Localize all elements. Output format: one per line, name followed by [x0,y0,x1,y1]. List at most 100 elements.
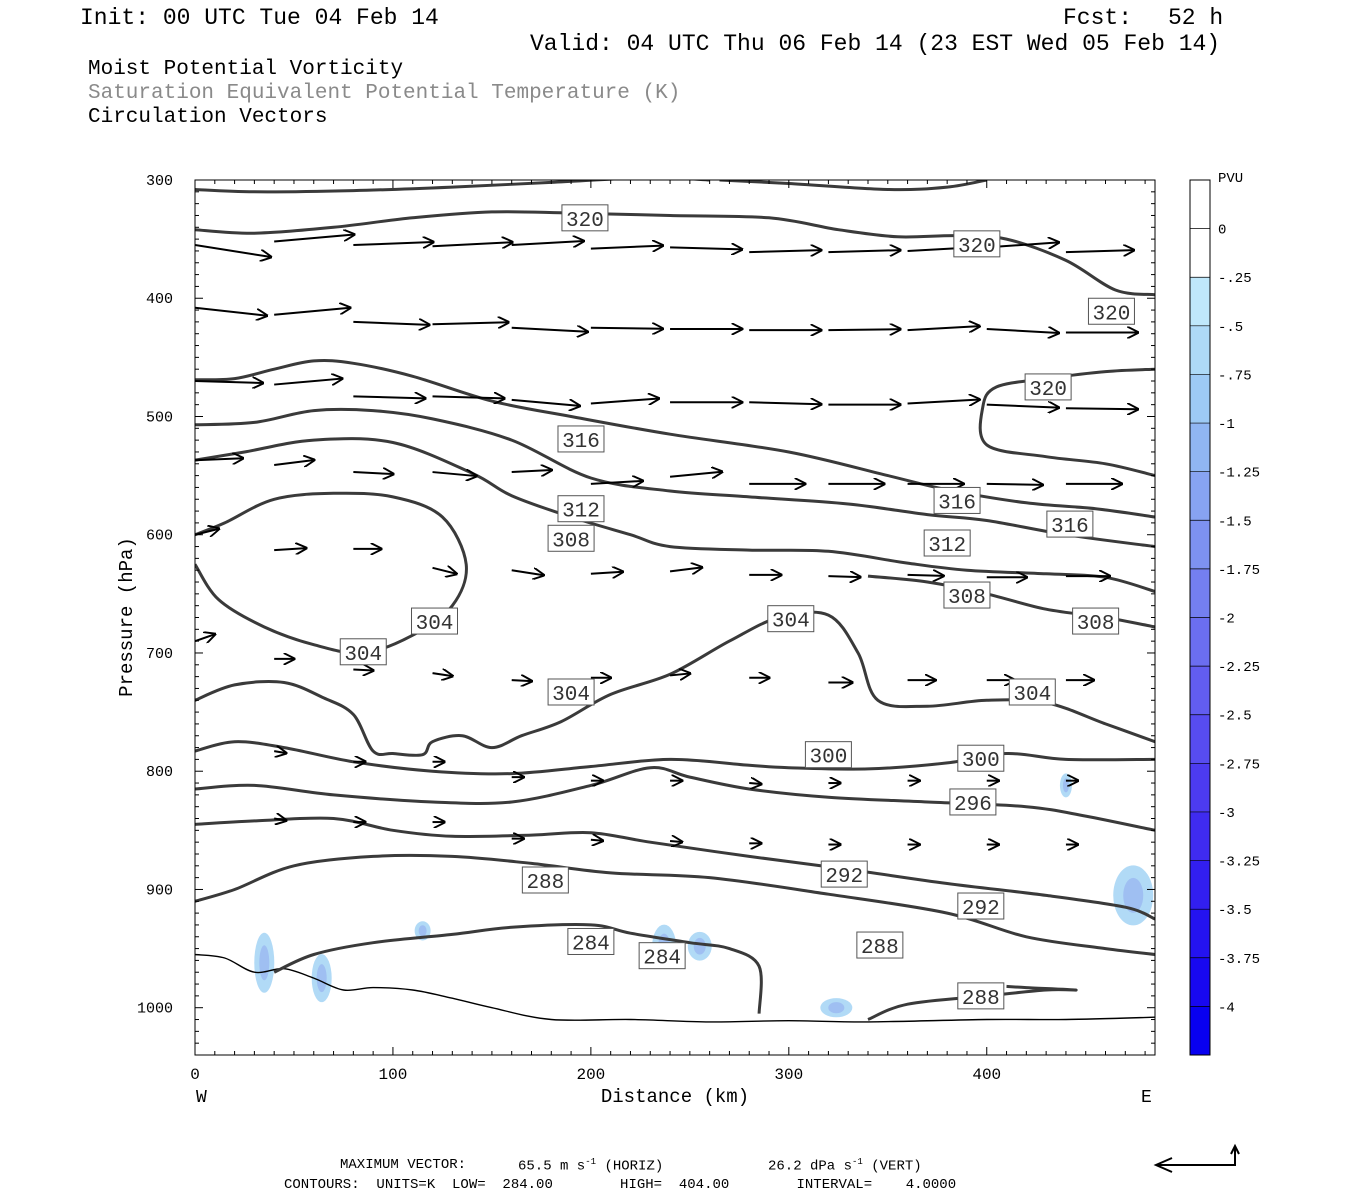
y-tick-label: 400 [146,291,173,308]
y-tick-label: 1000 [137,1001,173,1018]
x-tick-label: 0 [190,1066,200,1084]
colorbar-swatch [1190,957,1210,1007]
contour-label-box [339,638,387,666]
contour-info: CONTOURS: UNITS=K LOW= 284.00 HIGH= 404.… [284,1177,957,1193]
colorbar-tick-label: -2.5 [1218,709,1252,725]
colorbar-tick-label: -3.75 [1218,952,1260,968]
contour-line-320 [195,180,710,194]
circulation-vector [274,234,354,243]
circulation-vector [432,568,457,574]
y-tick-label: 900 [146,882,173,899]
x-tick-label: 300 [774,1066,803,1084]
circulation-vector [590,328,663,329]
circulation-vector [590,572,623,574]
colorbar-tick-label: -1.25 [1218,466,1260,482]
contour-label: 304 [772,611,810,634]
forecast-hour: 52 h [1168,5,1224,31]
circulation-vector [669,567,702,571]
circulation-vector [353,322,429,325]
circulation-vector [195,381,263,383]
contour-line-320 [719,180,988,192]
contour-label: 308 [552,530,590,553]
circulation-vector [195,244,271,257]
circulation-vector [353,242,433,245]
circulation-vector [274,379,342,386]
field-title-theta: Saturation Equivalent Potential Temperat… [88,82,681,105]
contour-label-box [547,524,595,552]
contour-line-316 [195,407,1155,549]
circulation-vector [274,751,286,753]
colorbar-tick-label: -1 [1218,417,1235,433]
circulation-vector [274,819,286,821]
contour-label: 308 [948,587,986,610]
contour-label-box [856,931,904,959]
colorbar-swatch [1190,325,1210,375]
pv-shaded-core [828,1002,845,1014]
colorbar-swatch [1190,277,1210,326]
colorbar-swatch [1190,471,1210,521]
circulation-vector [511,398,580,406]
contour-label: 316 [1051,516,1089,539]
circulation-vector [828,250,900,252]
max-vector-horiz: 65.5 m s-1 (HORIZ) [518,1157,664,1175]
circulation-vector [432,242,513,246]
contour-label: 320 [958,236,996,259]
circulation-vector [511,328,588,332]
colorbar-tick-label: -.75 [1218,368,1252,384]
contour-label: 304 [344,644,382,667]
contour-line-320 [195,210,1155,297]
contour-label: 320 [566,210,604,233]
vector-layer [195,234,1138,844]
contour-label-box [957,982,1005,1010]
contour-label-box [1008,678,1056,706]
contour-label-box [1072,607,1120,635]
colorbar-tick-label: -2.25 [1218,660,1260,676]
contour-label: 288 [526,872,564,895]
contour-line-308 [195,491,468,655]
circulation-vector [828,576,860,577]
x-tick-label: 100 [379,1066,408,1084]
colorbar-swatch [1190,909,1210,958]
colorbar-swatch [1190,423,1210,472]
contour-label-box [1046,510,1094,538]
contour-label: 300 [809,747,847,770]
colorbar-tick-label: -3.5 [1218,903,1252,919]
circulation-vector [195,458,243,460]
valid-time: Valid: 04 UTC Thu 06 Feb 14 (23 EST Wed … [530,31,1221,57]
circulation-vector [670,247,742,249]
reference-vector-icon [1153,1143,1240,1173]
circulation-vector [195,634,215,641]
circulation-vector [274,308,350,316]
colorbar-tick-label: -.25 [1218,271,1252,287]
contour-line-284 [273,923,763,1014]
x-tick-label: 200 [576,1066,605,1084]
contour-label-box [957,892,1005,920]
contour-label-box [767,605,815,633]
contour-label-box [638,942,686,970]
colorbar-tick-label: -3 [1218,806,1235,822]
contour-label-box [1087,297,1135,325]
axes-layer: 300 400 500 600 700 800 900 1000 0 100 200 300 400 [137,173,1155,1084]
circulation-vector [749,402,821,404]
circulation-vector [195,529,219,535]
circulation-vector [828,329,900,330]
contour-label: 308 [1077,613,1115,636]
colorbar-swatch [1190,568,1210,618]
contour-label: 292 [825,866,863,889]
colorbar-swatch [1190,811,1210,861]
contour-label-layer: 320 320 320 320 316 312 316 316 308 312 304 304 308 3… [339,204,1135,1011]
contour-label: 320 [1093,303,1131,326]
forecast-label: Fcst: [1063,5,1133,31]
colorbar-swatch [1190,520,1210,569]
circulation-vector [353,472,393,474]
colorbar-tick-label: -1.5 [1218,514,1252,530]
circulation-vector [274,548,306,550]
colorbar-tick-label: -3.25 [1218,855,1260,871]
circulation-vector [274,460,314,465]
pv-shaded-core [418,925,427,937]
colorbar-tick-label: -2 [1218,612,1235,628]
circulation-vector [1065,408,1138,409]
contour-label: 284 [643,948,681,971]
circulation-vector [432,472,477,476]
contour-label: 304 [416,613,454,636]
